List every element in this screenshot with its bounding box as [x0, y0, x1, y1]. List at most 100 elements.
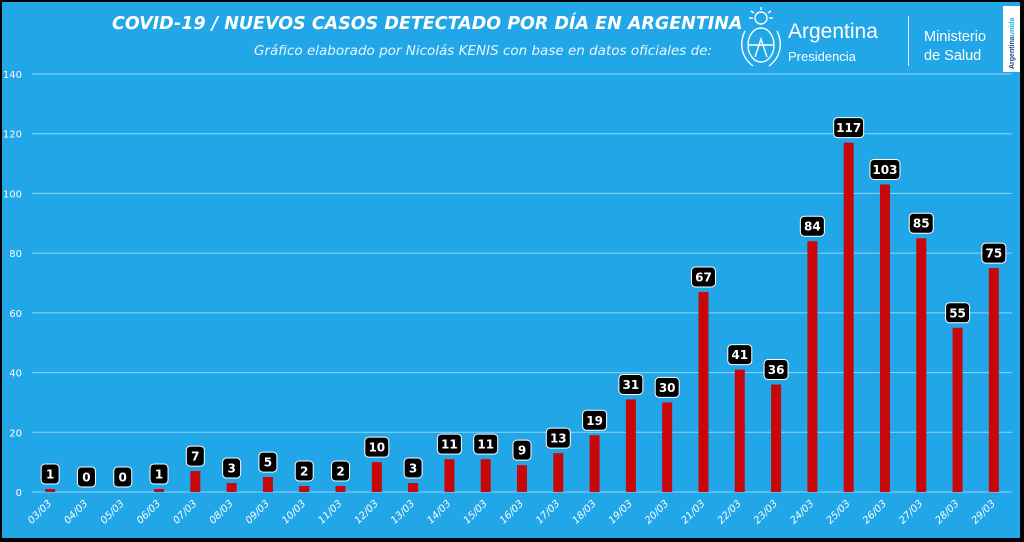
bar [589, 435, 600, 492]
x-tick-label: 22/03 [716, 498, 744, 526]
data-label: 2 [300, 465, 308, 479]
data-label-box [258, 451, 278, 473]
data-label-box [473, 433, 499, 455]
data-label-box [654, 376, 680, 398]
data-label: 2 [336, 465, 344, 479]
data-label: 5 [264, 456, 272, 470]
data-label-box [364, 436, 390, 458]
data-label-box [582, 409, 608, 431]
data-label: 67 [695, 270, 712, 284]
x-tick-label: 12/03 [353, 498, 381, 526]
data-label: 0 [82, 471, 90, 485]
bar [335, 486, 346, 492]
data-label: 1 [46, 468, 54, 482]
data-label-box [331, 460, 351, 482]
y-tick-label: 140 [3, 70, 22, 81]
bar [480, 459, 491, 492]
bar [190, 471, 201, 492]
bar [698, 291, 709, 492]
x-tick-label: 10/03 [280, 498, 308, 526]
data-label-box [945, 302, 971, 324]
data-label-box [981, 242, 1007, 264]
y-tick-label: 100 [3, 189, 22, 200]
data-label-box [113, 466, 133, 488]
x-tick-label: 16/03 [498, 498, 526, 526]
data-label: 19 [586, 414, 603, 428]
data-label: 31 [623, 378, 640, 392]
logo-divider [908, 16, 909, 66]
x-tick-label: 09/03 [244, 498, 272, 526]
data-label-box [512, 439, 532, 461]
bar [408, 483, 419, 492]
data-label: 84 [804, 220, 821, 234]
bar [916, 238, 927, 492]
data-label: 1 [155, 468, 163, 482]
y-tick-label: 60 [9, 309, 22, 320]
data-label: 13 [550, 432, 567, 446]
data-label-box [294, 460, 314, 482]
bar [517, 465, 527, 492]
bar [553, 453, 564, 492]
x-tick-label: 04/03 [62, 498, 90, 526]
data-label-box [545, 427, 571, 449]
bar [734, 369, 745, 492]
bar [625, 399, 636, 492]
data-label: 41 [731, 348, 748, 362]
bar [843, 142, 854, 492]
y-tick-label: 20 [9, 428, 22, 439]
data-label-box [833, 117, 865, 139]
data-label-box [727, 344, 753, 366]
data-label-box [799, 215, 825, 237]
x-tick-label: 05/03 [99, 498, 127, 526]
bar [771, 384, 782, 492]
x-tick-label: 26/03 [861, 498, 889, 526]
x-tick-label: 20/03 [643, 498, 671, 526]
bar [45, 489, 56, 492]
x-tick-label: 18/03 [571, 498, 599, 526]
data-label-box [76, 466, 96, 488]
x-tick-label: 19/03 [607, 498, 635, 526]
argentina-unida-badge: Argentinaunida [1003, 6, 1020, 72]
data-label: 11 [477, 438, 494, 452]
data-label-box [403, 457, 423, 479]
data-label-box [436, 433, 462, 455]
data-label: 9 [518, 444, 526, 458]
x-tick-label: 25/03 [825, 498, 853, 526]
x-tick-label: 13/03 [389, 498, 417, 526]
ministry-line-1: Ministerio [924, 29, 987, 45]
data-label: 36 [768, 363, 785, 377]
data-label-box [690, 266, 716, 288]
x-tick-label: 14/03 [425, 498, 453, 526]
x-tick-label: 23/03 [752, 498, 780, 526]
y-tick-label: 120 [3, 130, 22, 141]
x-tick-label: 06/03 [135, 498, 163, 526]
x-tick-label: 28/03 [934, 498, 962, 526]
x-tick-label: 27/03 [897, 498, 925, 526]
bar [226, 483, 237, 492]
data-label: 3 [227, 462, 235, 476]
argentina-unida-text: Argentinaunida [1009, 17, 1016, 69]
x-tick-label: 08/03 [208, 498, 236, 526]
data-label: 103 [872, 163, 897, 177]
bar [952, 327, 963, 492]
y-tick-label: 0 [16, 488, 22, 499]
data-label: 3 [409, 462, 417, 476]
data-label: 85 [913, 217, 930, 231]
data-label-box [869, 158, 901, 180]
data-label: 30 [659, 381, 676, 395]
bar [262, 477, 273, 492]
data-label-box [222, 457, 242, 479]
x-tick-label: 29/03 [970, 498, 998, 526]
x-tick-label: 07/03 [171, 498, 199, 526]
x-tick-label: 15/03 [462, 498, 490, 526]
data-label-box [908, 212, 934, 234]
data-label-box [149, 463, 169, 485]
x-tick-label: 17/03 [534, 498, 562, 526]
x-tick-label: 11/03 [316, 498, 344, 526]
x-tick-label: 24/03 [788, 498, 816, 526]
bar [988, 268, 999, 492]
ministry-logo: Ministerio de Salud [924, 28, 986, 66]
bar [371, 462, 382, 492]
ministry-line-2: de Salud [924, 48, 982, 64]
